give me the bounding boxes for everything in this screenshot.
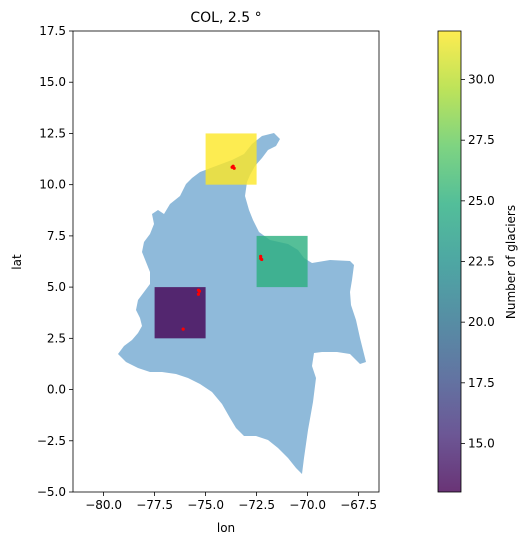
y-axis-ticks: −5.0 −2.5 0.0 2.5 5.0 7.5 10.0 12.5 15.0 17.5 [37, 24, 73, 499]
y-tick-label: 0.0 [47, 383, 66, 397]
glacier-point [259, 254, 263, 258]
x-tick-label: −67.5 [340, 498, 377, 512]
colorbar-tick-label: 30.0 [468, 73, 495, 87]
colorbar-ticks: 15.0 17.5 20.0 22.5 25.0 27.5 30.0 [461, 73, 495, 450]
grid-cell-2 [154, 287, 206, 339]
y-tick-label: 15.0 [39, 75, 66, 89]
y-tick-label: 10.0 [39, 178, 66, 192]
x-axis-ticks: −80.0 −77.5 −75.0 −72.5 −70.0 −67.5 [85, 492, 377, 512]
glacier-points [181, 164, 264, 331]
glacier-point [231, 164, 235, 168]
colorbar-tick-label: 17.5 [468, 376, 495, 390]
y-tick-label: 2.5 [47, 331, 66, 345]
x-tick-label: −77.5 [136, 498, 173, 512]
colorbar-tick-label: 15.0 [468, 436, 495, 450]
colorbar-tick-label: 25.0 [468, 194, 495, 208]
colorbar [437, 30, 462, 493]
x-axis-label: lon [217, 521, 235, 535]
grid-cell-1 [256, 235, 308, 288]
glacier-point [196, 292, 201, 296]
glacier-point [197, 289, 202, 293]
plot-frame [72, 30, 380, 493]
y-tick-label: −2.5 [37, 434, 66, 448]
colorbar-label: Number of glaciers [504, 205, 518, 319]
glacier-point [181, 327, 185, 331]
x-tick-label: −72.5 [238, 498, 275, 512]
grid-cell-0 [205, 133, 257, 185]
y-tick-label: 5.0 [47, 280, 66, 294]
y-tick-label: 12.5 [39, 126, 66, 140]
y-tick-label: 7.5 [47, 229, 66, 243]
x-tick-label: −75.0 [187, 498, 224, 512]
country-colombia-shape [118, 133, 366, 474]
colorbar-tick-label: 22.5 [468, 255, 495, 269]
map-title: COL, 2.5 ° [190, 10, 261, 26]
glacier-point [260, 257, 264, 262]
x-tick-label: −80.0 [85, 498, 122, 512]
y-tick-label: −5.0 [37, 485, 66, 499]
grid-cells [154, 133, 308, 339]
y-tick-label: 17.5 [39, 24, 66, 38]
y-axis-label: lat [10, 254, 24, 270]
x-tick-label: −70.0 [289, 498, 326, 512]
colorbar-tick-label: 27.5 [468, 133, 495, 147]
colorbar-tick-label: 20.0 [468, 315, 495, 329]
